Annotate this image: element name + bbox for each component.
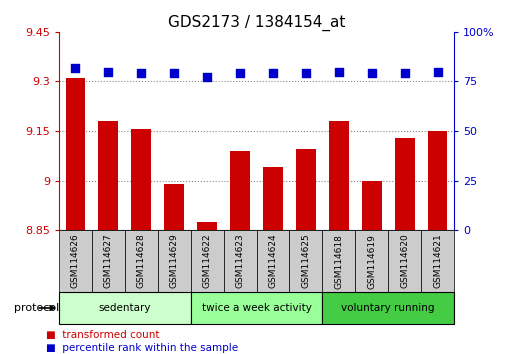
Text: GSM114622: GSM114622 (203, 234, 212, 289)
Point (137, 71, 145, 76)
Text: voluntary running: voluntary running (342, 303, 435, 313)
Point (203, 75, 211, 80)
Bar (125, 230, 158, 292)
Text: GSM114623: GSM114623 (235, 234, 245, 289)
Bar (59, 292, 191, 324)
Bar (322, 292, 454, 324)
Text: protocol: protocol (13, 303, 59, 313)
Point (71, 65, 80, 70)
Bar (66, 78, 85, 230)
Point (104, 69, 112, 74)
Text: GSM114626: GSM114626 (71, 234, 80, 289)
Text: GSM114618: GSM114618 (334, 234, 343, 289)
Bar (59, 230, 92, 292)
Bar (197, 222, 217, 230)
Bar (289, 230, 322, 292)
Point (236, 71, 244, 76)
Bar (329, 121, 349, 230)
Bar (394, 138, 415, 230)
Bar (191, 292, 322, 324)
Point (433, 69, 442, 74)
Bar (388, 230, 421, 292)
Bar (158, 230, 191, 292)
Text: ■  transformed count: ■ transformed count (46, 330, 160, 339)
Text: GSM114619: GSM114619 (367, 234, 376, 289)
Text: GSM114624: GSM114624 (268, 234, 278, 289)
Bar (322, 230, 355, 292)
Text: GSM114625: GSM114625 (301, 234, 310, 289)
Text: ■  percentile rank within the sample: ■ percentile rank within the sample (46, 343, 239, 353)
Bar (164, 184, 184, 230)
Text: GSM114621: GSM114621 (433, 234, 442, 289)
Bar (428, 131, 447, 230)
Text: sedentary: sedentary (98, 303, 151, 313)
Bar (224, 230, 256, 292)
Bar (191, 230, 224, 292)
Text: GSM114620: GSM114620 (400, 234, 409, 289)
Bar (263, 167, 283, 230)
Text: GSM114629: GSM114629 (170, 234, 179, 289)
Bar (362, 181, 382, 230)
Point (401, 71, 409, 76)
Text: GSM114628: GSM114628 (137, 234, 146, 289)
Bar (131, 129, 151, 230)
Bar (256, 230, 289, 292)
Point (302, 71, 310, 76)
Text: GSM114627: GSM114627 (104, 234, 113, 289)
Text: twice a week activity: twice a week activity (202, 303, 311, 313)
Bar (421, 230, 454, 292)
Bar (230, 151, 250, 230)
Point (334, 69, 343, 74)
Bar (92, 230, 125, 292)
Bar (98, 121, 118, 230)
Point (368, 71, 376, 76)
Bar (296, 149, 315, 230)
Bar (355, 230, 388, 292)
Point (170, 71, 179, 76)
Title: GDS2173 / 1384154_at: GDS2173 / 1384154_at (168, 14, 345, 30)
Point (269, 71, 277, 76)
